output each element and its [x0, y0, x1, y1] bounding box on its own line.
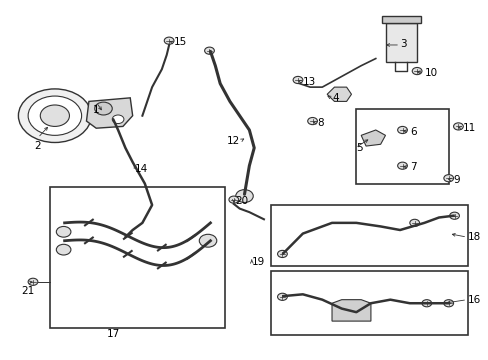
Text: 12: 12 [226, 136, 239, 146]
Text: 2: 2 [35, 141, 41, 151]
Circle shape [307, 117, 317, 125]
Circle shape [199, 234, 216, 247]
Bar [356, 109, 448, 184]
Circle shape [421, 300, 431, 307]
Text: 5: 5 [356, 143, 362, 153]
Circle shape [40, 105, 69, 126]
Text: 16: 16 [467, 295, 480, 305]
Text: 17: 17 [106, 329, 120, 339]
Text: 14: 14 [135, 164, 148, 174]
Circle shape [95, 102, 112, 115]
Polygon shape [326, 87, 351, 102]
Circle shape [277, 250, 287, 257]
Text: 1: 1 [93, 105, 100, 115]
Text: 8: 8 [317, 118, 324, 128]
Text: 11: 11 [462, 123, 476, 133]
Circle shape [228, 196, 238, 203]
Circle shape [19, 89, 91, 143]
Circle shape [28, 96, 81, 135]
Circle shape [292, 76, 302, 84]
Polygon shape [331, 300, 370, 321]
Circle shape [449, 212, 458, 219]
Text: 7: 7 [409, 162, 416, 172]
Text: 15: 15 [174, 37, 187, 48]
Circle shape [453, 123, 462, 130]
Bar [271, 205, 467, 266]
Circle shape [204, 47, 214, 54]
Text: 6: 6 [409, 127, 416, 137]
Circle shape [277, 293, 287, 300]
Polygon shape [361, 130, 385, 146]
Text: 19: 19 [251, 257, 264, 267]
Circle shape [397, 126, 407, 134]
Text: 18: 18 [467, 232, 480, 242]
Circle shape [409, 219, 419, 226]
Polygon shape [385, 23, 416, 62]
Text: 9: 9 [453, 175, 459, 185]
Circle shape [56, 244, 71, 255]
Circle shape [443, 300, 453, 307]
Circle shape [235, 190, 253, 203]
Text: 21: 21 [21, 286, 35, 296]
Text: 10: 10 [424, 68, 437, 78]
Bar [271, 271, 467, 336]
Bar [50, 187, 224, 328]
Circle shape [397, 162, 407, 169]
Circle shape [56, 226, 71, 237]
Text: 3: 3 [399, 39, 406, 49]
Circle shape [164, 37, 174, 44]
Circle shape [411, 67, 421, 75]
Polygon shape [381, 16, 420, 23]
Polygon shape [86, 98, 132, 128]
Text: 20: 20 [234, 197, 247, 206]
Text: 4: 4 [331, 93, 338, 103]
Circle shape [443, 175, 453, 182]
Circle shape [112, 115, 123, 123]
Circle shape [28, 278, 38, 285]
Text: 13: 13 [302, 77, 315, 87]
